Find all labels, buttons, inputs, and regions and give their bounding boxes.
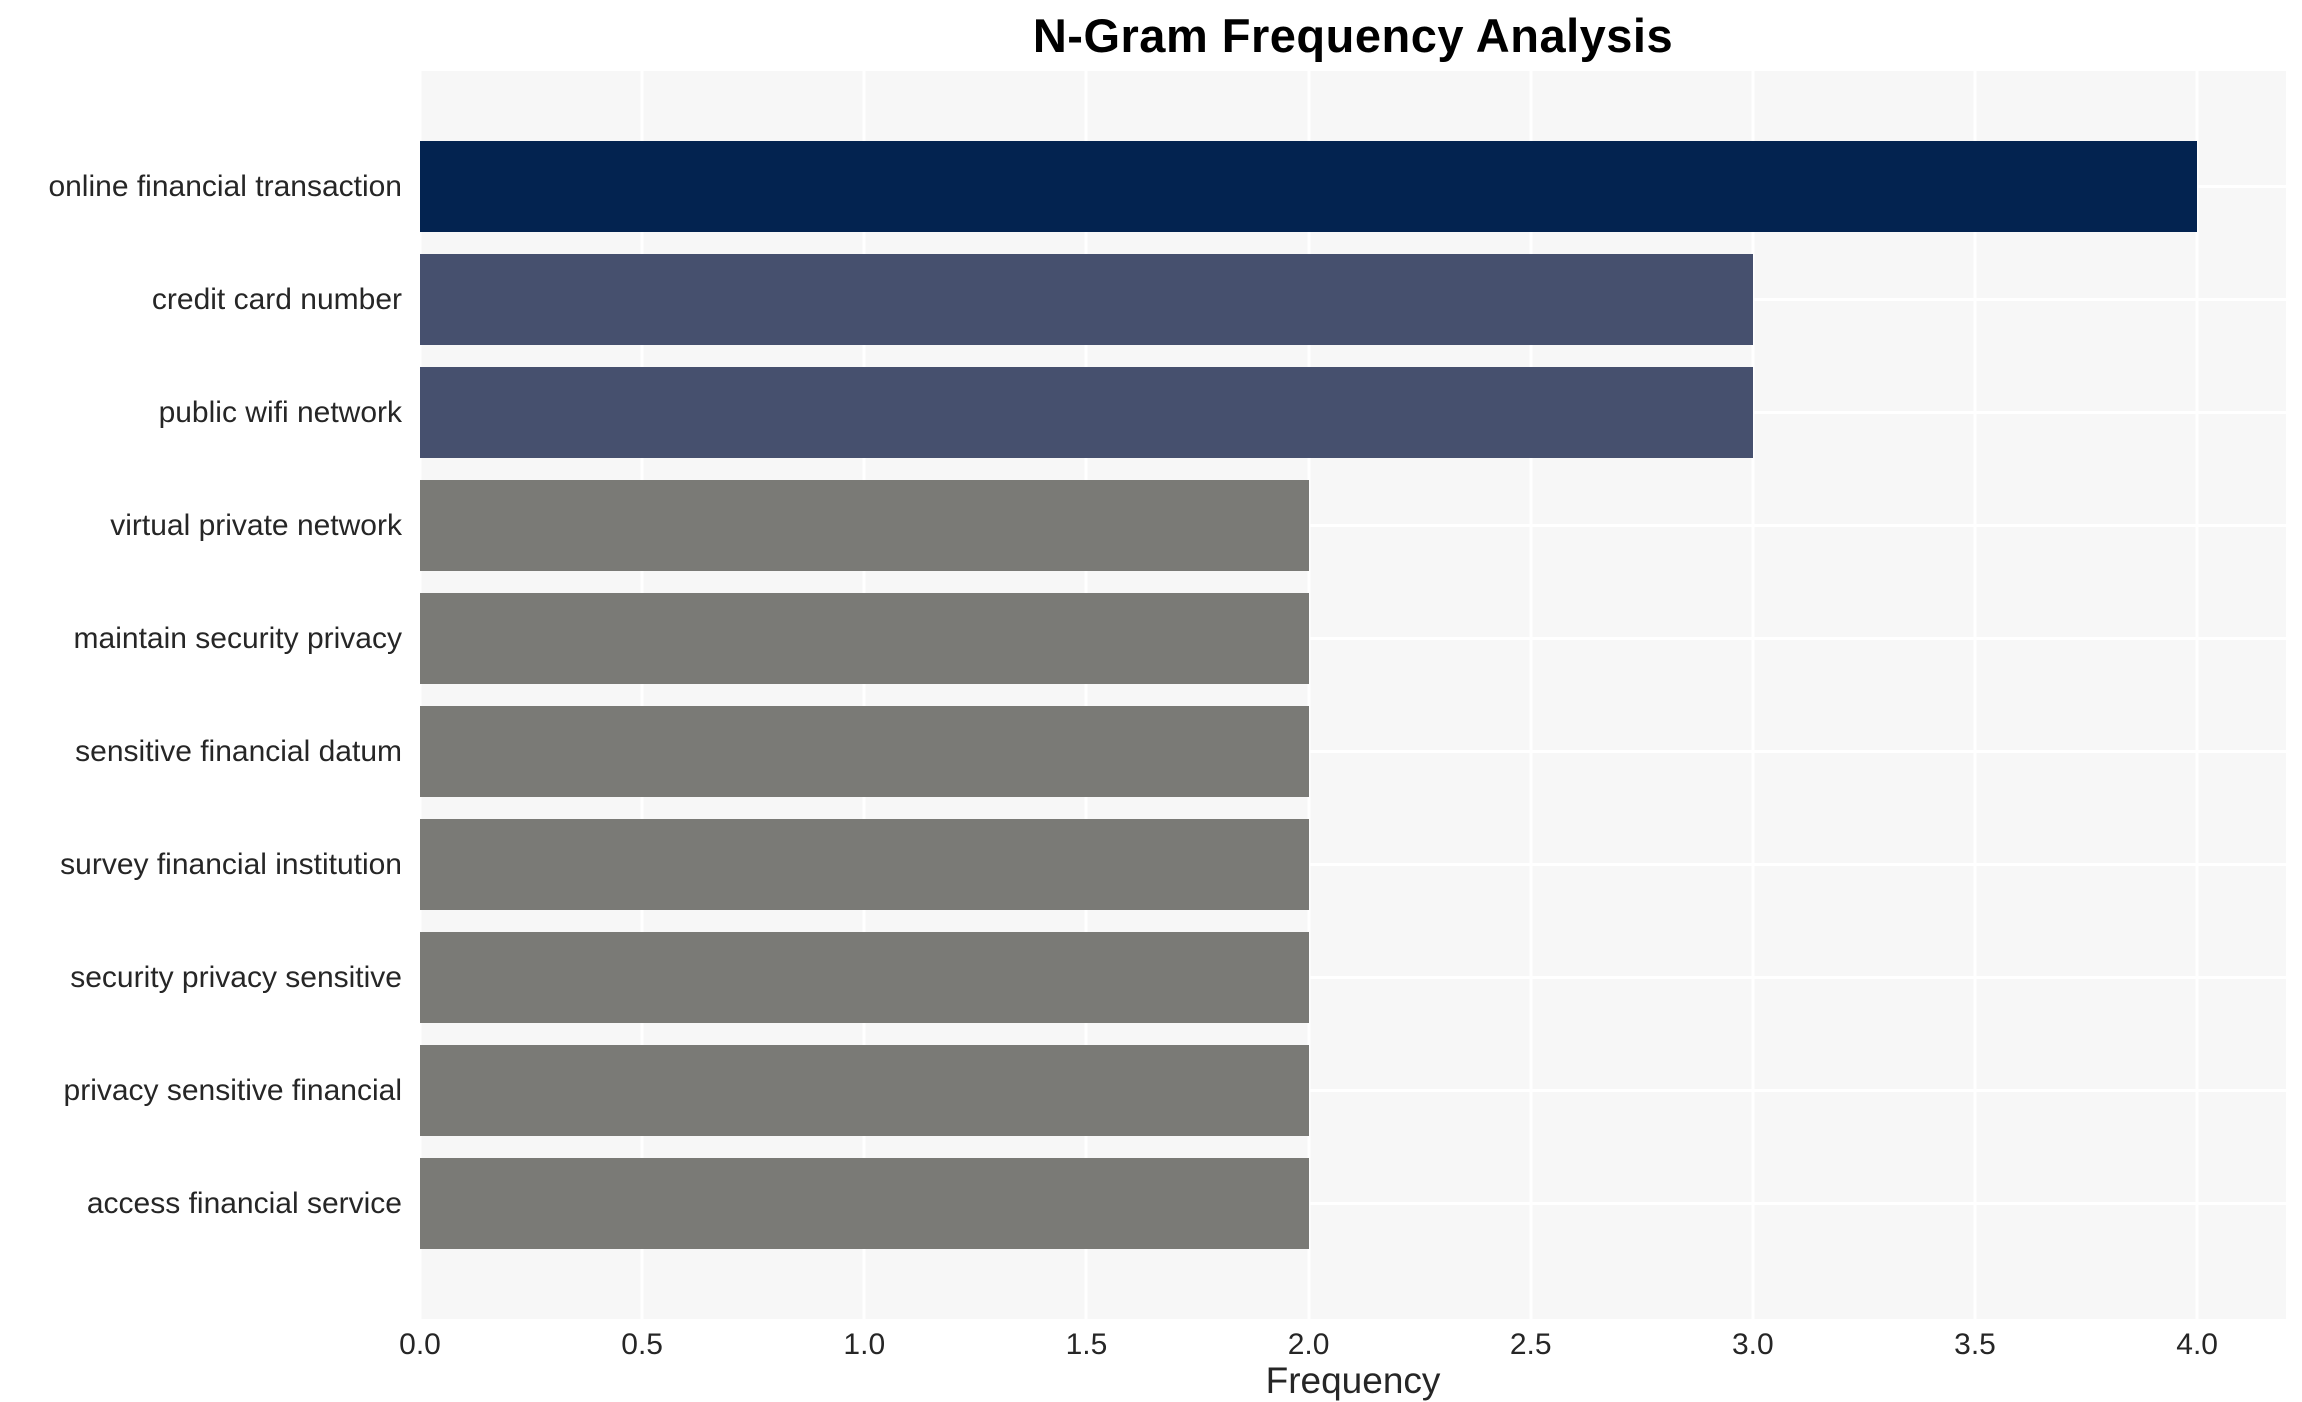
bar-row [420,1034,2286,1147]
bar-rows [420,71,2286,1319]
gridline-vertical [1529,71,1533,1319]
bar [420,1158,1309,1249]
x-axis-ticks: 0.0 0.5 1.0 1.5 2.0 2.5 3.0 3.5 4.0 [399,1328,2286,1366]
y-label-row: security privacy sensitive [0,921,402,1034]
category-label: access financial service [86,1186,402,1220]
y-label-row: maintain security privacy [0,582,402,695]
y-label-row: credit card number [0,243,402,356]
category-label: survey financial institution [60,847,402,881]
bar-row [420,582,2286,695]
gridline-vertical [1084,71,1088,1319]
x-tick-label: 0.0 [399,1328,441,1361]
y-label-row: public wifi network [0,356,402,469]
gridline-vertical [2195,71,2199,1319]
y-label-row: survey financial institution [0,808,402,921]
x-axis-title: Frequency [1265,1360,1441,1401]
x-tick-label: 2.5 [1509,1328,1552,1361]
x-tick-label: 0.5 [621,1328,663,1361]
plot-area [418,71,2286,1319]
gridline-vertical [1973,71,1977,1319]
bar [420,593,1309,684]
category-label: credit card number [151,282,402,316]
category-label: sensitive financial datum [75,734,402,768]
x-tick-label: 1.5 [1065,1328,1108,1361]
gridline-vertical [640,71,644,1319]
y-label-row: privacy sensitive financial [0,1034,402,1147]
y-axis-labels: online financial transaction credit card … [0,71,402,1319]
bar [420,706,1309,797]
chart-title: N-Gram Frequency Analysis [1032,9,1674,62]
x-tick-label: 4.0 [2176,1328,2218,1361]
y-label-row: sensitive financial datum [0,695,402,808]
bar [420,141,2198,232]
bar-row [420,808,2286,921]
gridline-vertical [1307,71,1311,1319]
gridline-vertical [418,71,422,1319]
x-tick-label: 2.0 [1287,1328,1330,1361]
bar-row [420,1147,2286,1260]
bar [420,254,1753,345]
bar [420,932,1309,1023]
x-tick-label: 3.0 [1731,1328,1774,1361]
category-label: virtual private network [110,508,402,542]
bar-row [420,356,2286,469]
bar [420,480,1309,571]
y-label-row: online financial transaction [0,130,402,243]
x-tick-label: 3.5 [1954,1328,1996,1361]
y-label-row: access financial service [0,1147,402,1260]
y-label-row: virtual private network [0,469,402,582]
x-tick-label: 1.0 [843,1328,886,1361]
bar-row [420,469,2286,582]
bar-row [420,695,2286,808]
bar-row [420,243,2286,356]
bar [420,1045,1309,1136]
bar [420,367,1753,458]
category-label: privacy sensitive financial [63,1073,402,1107]
bar [420,819,1309,910]
gridline-vertical [1751,71,1755,1319]
category-label: maintain security privacy [73,621,402,655]
bar-row [420,921,2286,1034]
category-label: public wifi network [158,395,402,429]
gridline-vertical [862,71,866,1319]
bar-row [420,130,2286,243]
category-label: online financial transaction [48,169,402,203]
category-label: security privacy sensitive [70,960,402,994]
